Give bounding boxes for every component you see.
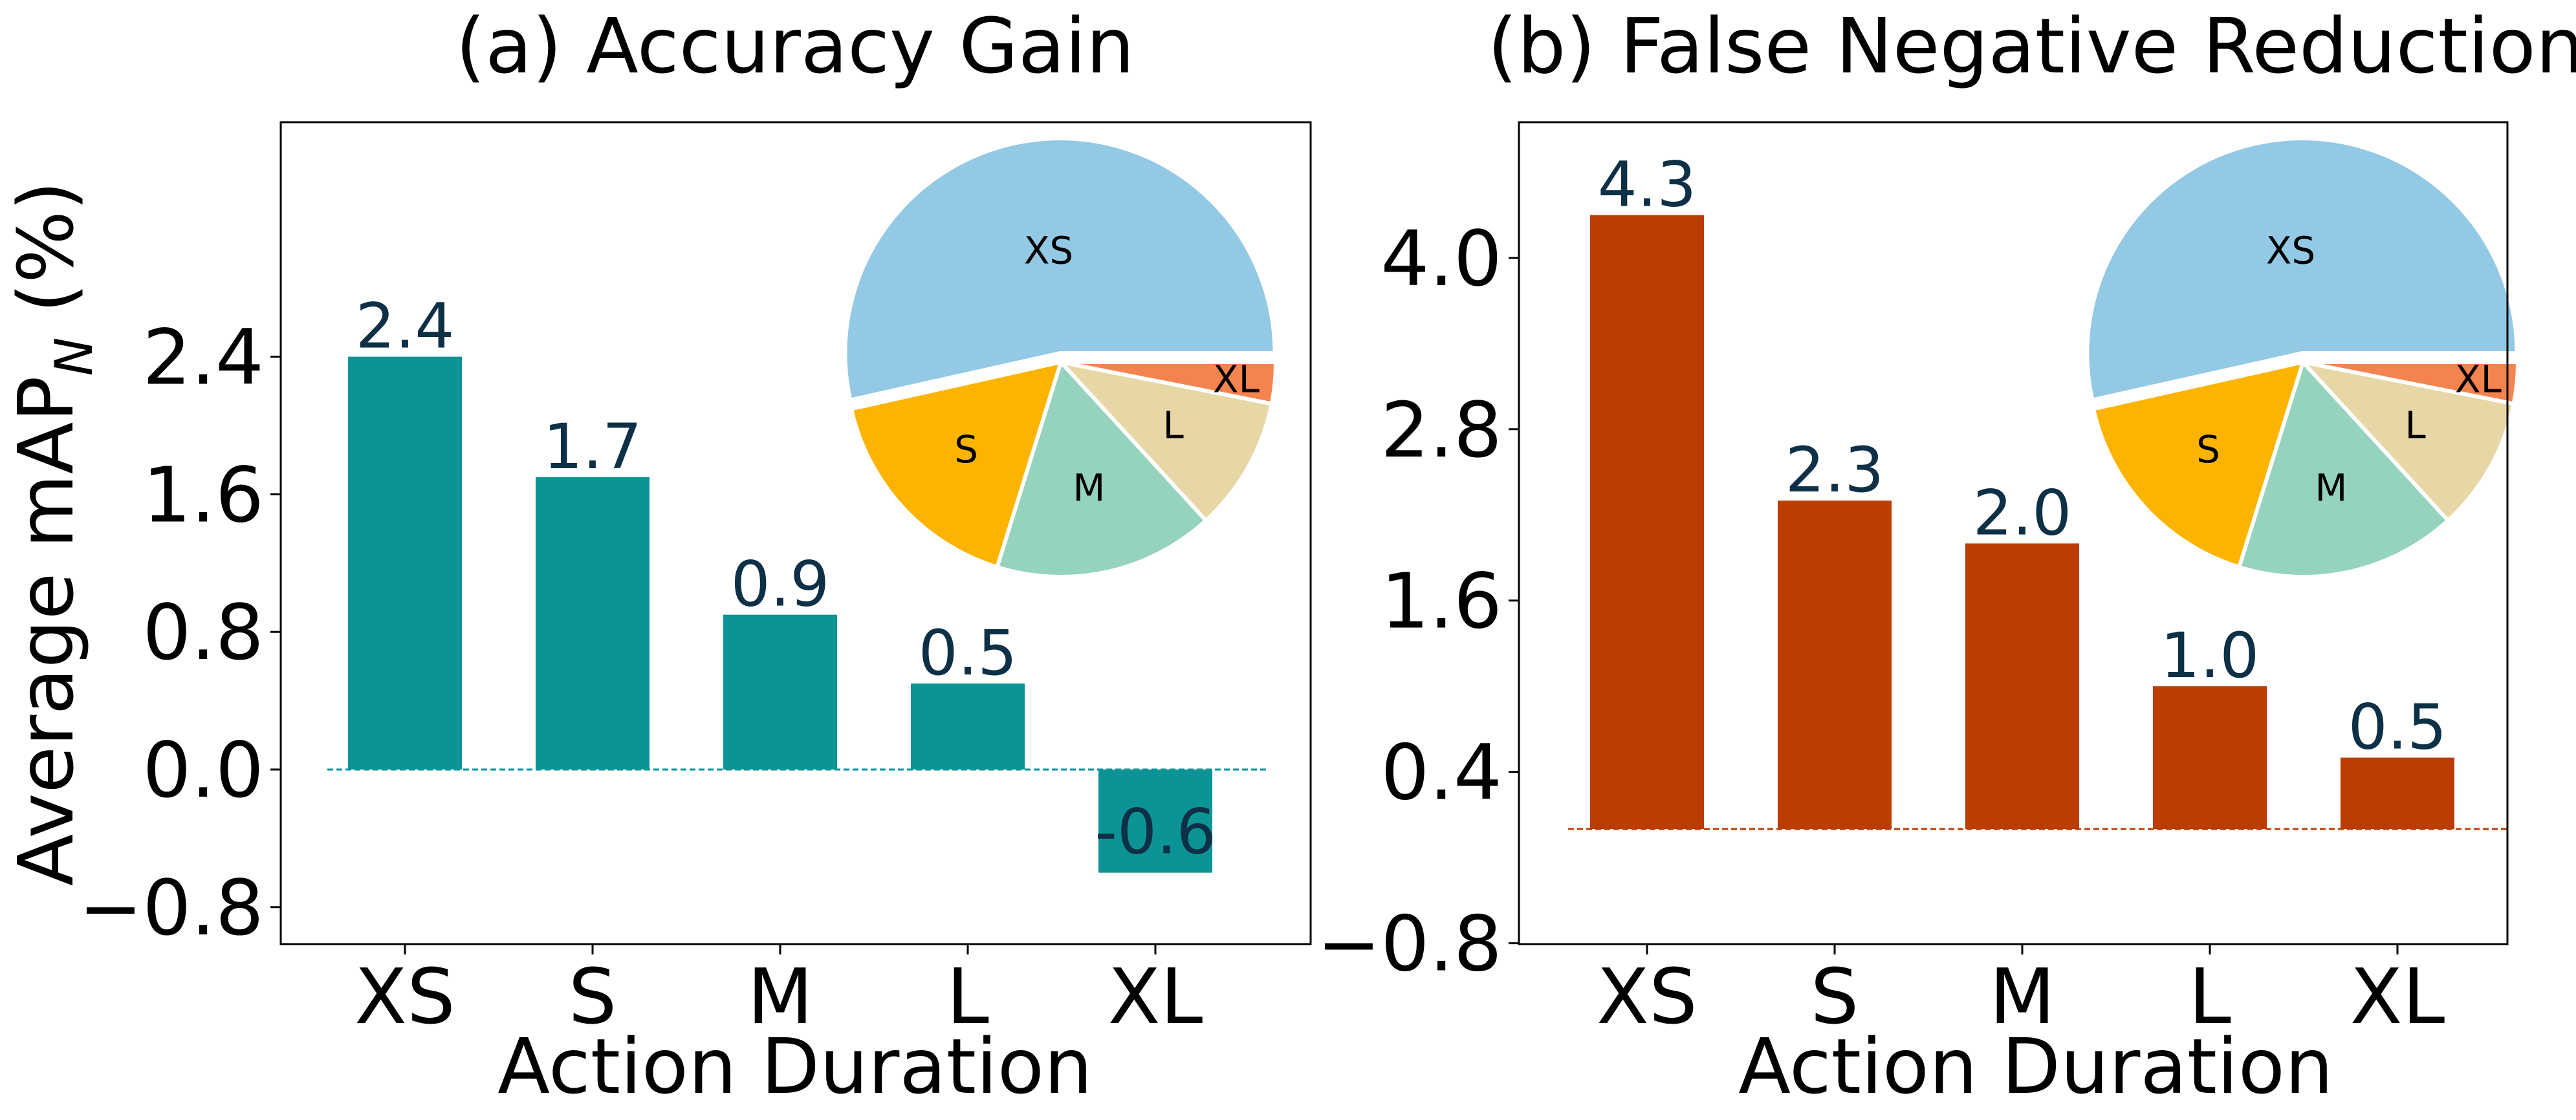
bar-m [1965, 543, 2079, 829]
pie-slice-xl [2301, 360, 2520, 406]
x-tick-label-xl: XL [1108, 952, 1203, 1041]
bar-m [723, 614, 837, 770]
pie-label-xl: XL [1213, 357, 1260, 401]
bar-l [911, 684, 1025, 770]
bar-l [2153, 686, 2267, 829]
bar-xs [1590, 215, 1704, 829]
value-label-xs: 4.3 [1598, 149, 1697, 221]
pie-label-m: M [2315, 466, 2347, 510]
pie-label-s: S [2196, 427, 2220, 471]
pie-slice-s [2091, 360, 2305, 570]
value-label-m: 2.0 [1973, 477, 2072, 549]
pie-slice-l [2301, 360, 2516, 522]
y-tick-label: 4.0 [1381, 214, 1502, 303]
x-tick-label-xl: XL [2350, 952, 2445, 1041]
value-label-xl: 0.5 [2348, 691, 2447, 764]
value-label-xs: 2.4 [356, 290, 455, 363]
y-tick-label: 1.6 [142, 450, 264, 539]
pie-label-m: M [1073, 466, 1105, 510]
pie-slice-m [2237, 360, 2450, 579]
pie-slice-m [995, 360, 1208, 579]
y-tick-label: 2.8 [1381, 385, 1502, 475]
pie-slice-s [849, 360, 1063, 570]
y-tick-label: 2.4 [142, 313, 264, 402]
x-tick-label-l: L [946, 952, 989, 1041]
y-tick-label: 1.6 [1381, 557, 1502, 646]
value-label-m: 0.9 [731, 548, 830, 621]
pie-label-l: L [2405, 404, 2425, 447]
bar-s [536, 477, 649, 770]
panel-a-y-axis-label: Average mAPN (%) [1, 181, 104, 886]
panel-a-title: (a) Accuracy Gain [455, 1, 1134, 91]
x-tick-label-m: M [747, 952, 813, 1041]
pie-slice-xs [843, 136, 1277, 402]
pie-slice-xs [2085, 136, 2519, 402]
value-label-l: 1.0 [2161, 619, 2260, 692]
bar-s [1778, 501, 1892, 829]
x-tick-label-l: L [2189, 952, 2231, 1041]
x-tick-label-xs: XS [355, 952, 455, 1041]
y-tick-label: 0.0 [142, 726, 264, 815]
pie-label-xs: XS [2266, 229, 2316, 273]
panel-a-axes-frame [279, 121, 1312, 945]
pie-slice-xl [1059, 360, 1278, 406]
value-label-s: 1.7 [543, 411, 642, 483]
pie-label-xl: XL [2455, 357, 2502, 401]
bar-xl [2341, 757, 2454, 829]
y-tick-label: −0.8 [78, 863, 264, 953]
x-tick-label-s: S [1811, 952, 1859, 1041]
y-tick-label: 0.4 [1381, 728, 1502, 817]
bar-xl [1098, 770, 1212, 873]
bar-xs [348, 356, 462, 770]
value-label-l: 0.5 [919, 617, 1018, 689]
panel-a-x-axis-label: Action Duration [497, 1022, 1093, 1111]
value-label-xl: -0.6 [1095, 796, 1216, 868]
y-tick-label: 0.8 [142, 588, 264, 677]
value-label-s: 2.3 [1785, 434, 1884, 506]
pie-label-l: L [1162, 404, 1183, 447]
pie-label-s: S [954, 427, 978, 471]
x-tick-label-s: S [569, 952, 617, 1041]
y-tick-label: −0.8 [1316, 899, 1502, 989]
panel-false-negative-reduction: (b) False Negative Reduction 4.3 2.3 2.0 1.… [1316, 1, 2576, 1111]
panel-b-axes-frame [1518, 121, 2509, 945]
panel-b-x-axis-label: Action Duration [1738, 1022, 2333, 1111]
x-tick-label-xs: XS [1597, 952, 1697, 1041]
pie-label-xs: XS [1024, 229, 1074, 273]
panel-accuracy-gain: (a) Accuracy Gain 2.4 1.7 0.9 0.5 -0.6 XS S M L… [1, 1, 1312, 1111]
panel-b-title: (b) False Negative Reduction [1487, 1, 2576, 91]
x-tick-label-m: M [1989, 952, 2055, 1041]
pie-slice-l [1059, 360, 1274, 522]
